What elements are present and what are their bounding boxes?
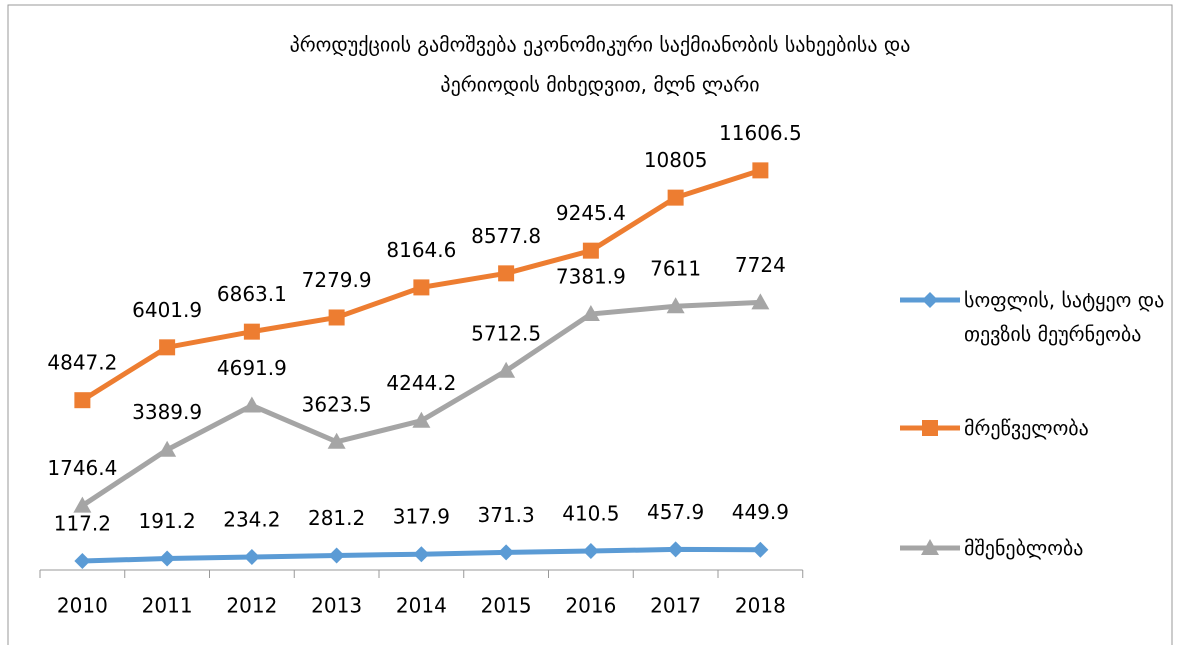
data-label: 9245.4 [556, 201, 626, 225]
x-tick-label: 2014 [396, 594, 447, 618]
data-label: 8164.6 [386, 238, 456, 262]
marker [752, 541, 769, 558]
marker [73, 496, 92, 513]
data-label: 234.2 [223, 508, 280, 532]
chart-title: პერიოდის მიხედვით, მლნ ლარი [440, 73, 759, 97]
marker [74, 553, 91, 570]
marker [412, 411, 431, 428]
data-label: 6863.1 [217, 282, 287, 306]
data-label: 5712.5 [471, 321, 541, 345]
marker [159, 339, 176, 356]
data-label: 7279.9 [302, 268, 372, 292]
x-tick-label: 2011 [142, 594, 193, 618]
x-tick-label: 2017 [650, 594, 701, 618]
legend-item: სოფლის, სატყეო და თევზის მეურნეობა [900, 283, 1174, 351]
marker [497, 361, 516, 378]
data-label: 457.9 [647, 500, 704, 524]
marker [922, 292, 938, 308]
marker [328, 309, 345, 326]
legend-item: მრეწველობა [900, 411, 1174, 445]
marker [582, 242, 599, 259]
marker [243, 549, 260, 566]
marker [242, 396, 261, 413]
marker [752, 162, 769, 179]
data-label: 410.5 [562, 502, 619, 526]
marker [413, 546, 430, 563]
data-label: 4691.9 [217, 356, 287, 380]
x-tick-label: 2012 [226, 594, 277, 618]
marker [498, 544, 515, 561]
marker [159, 550, 176, 567]
legend-item: მშენებლობა [900, 531, 1174, 565]
data-label: 8577.8 [471, 224, 541, 248]
x-tick-label: 2015 [481, 594, 532, 618]
data-label: 7724 [735, 253, 786, 277]
x-tick-label: 2018 [735, 594, 786, 618]
marker [667, 541, 684, 558]
data-label: 4244.2 [386, 371, 456, 395]
data-label: 317.9 [393, 505, 450, 529]
data-label: 10805 [644, 148, 708, 172]
marker [74, 392, 91, 409]
marker [581, 305, 600, 322]
marker [751, 293, 770, 310]
legend-label: მრეწველობა [964, 416, 1089, 440]
data-label: 3623.5 [302, 392, 372, 416]
legend-swatch [900, 420, 960, 436]
marker [921, 539, 939, 555]
data-label: 191.2 [138, 509, 195, 533]
x-tick-label: 2010 [57, 594, 108, 618]
chart-title: პროდუქციის გამოშვება ეკონომიკური საქმიან… [290, 33, 911, 57]
legend-label: მშენებლობა [964, 536, 1084, 560]
chart-border [7, 4, 1173, 645]
x-tick-label: 2016 [565, 594, 616, 618]
marker [328, 547, 345, 564]
marker [158, 440, 177, 457]
marker [327, 432, 346, 449]
marker [667, 189, 684, 206]
data-label: 7381.9 [556, 265, 626, 289]
legend-swatch [900, 292, 960, 308]
marker [243, 323, 260, 340]
data-label: 371.3 [477, 503, 534, 527]
data-label: 7611 [650, 257, 701, 281]
marker [582, 543, 599, 560]
data-label: 4847.2 [47, 351, 117, 375]
marker [413, 279, 430, 296]
legend-label: სოფლის, სატყეო და თევზის მეურნეობა [964, 288, 1165, 346]
data-label: 1746.4 [47, 456, 117, 480]
data-label: 11606.5 [719, 121, 802, 145]
data-label: 449.9 [732, 500, 789, 524]
data-label: 3389.9 [132, 400, 202, 424]
legend-swatch [900, 539, 960, 555]
marker [498, 265, 515, 282]
data-label: 6401.9 [132, 298, 202, 322]
data-label: 281.2 [308, 506, 365, 530]
marker [922, 420, 938, 436]
data-label: 117.2 [54, 512, 111, 536]
x-tick-label: 2013 [311, 594, 362, 618]
marker [666, 297, 685, 314]
